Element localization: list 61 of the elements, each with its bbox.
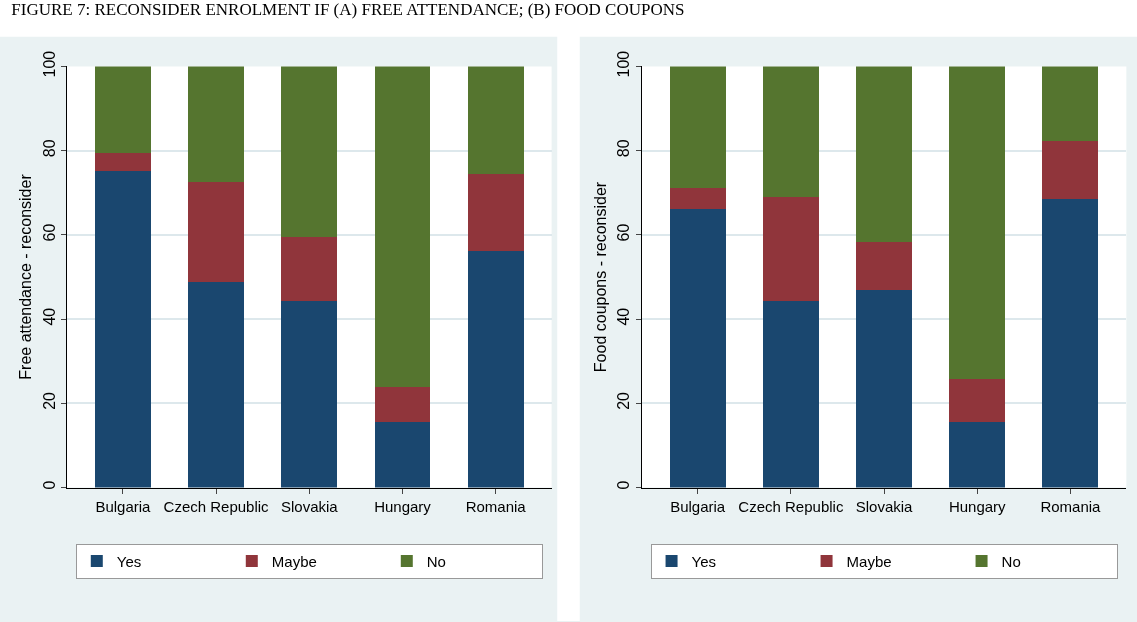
y-tick-label: 0: [40, 480, 58, 490]
bar: [188, 66, 245, 183]
y-tick-label: 0: [615, 480, 633, 490]
y-tick-label: 80: [615, 139, 633, 158]
bar: [188, 281, 245, 488]
x-tick-label: Bulgaria: [670, 497, 726, 515]
bar: [467, 251, 524, 488]
bar: [374, 422, 431, 488]
y-tick-label: 60: [615, 223, 633, 242]
bar: [374, 66, 431, 388]
y-tick-label: 40: [615, 307, 633, 326]
bar: [949, 66, 1006, 380]
bar: [94, 170, 151, 488]
x-tick-label: Hungary: [948, 497, 1007, 515]
y-axis-title: Food coupons - reconsider: [592, 181, 610, 373]
bar: [762, 66, 819, 198]
bar: [762, 301, 819, 488]
bar: [762, 197, 819, 302]
y-tick-label: 60: [40, 223, 58, 242]
bar: [856, 66, 913, 243]
legend-label: No: [426, 552, 446, 570]
x-tick-label: Slovakia: [280, 497, 339, 515]
bar: [949, 379, 1006, 423]
bar: [281, 66, 338, 238]
bar: [949, 422, 1006, 488]
legend-label: Yes: [116, 552, 142, 570]
y-tick-label: 100: [615, 50, 633, 78]
x-tick-label: Slovakia: [855, 497, 914, 515]
bar: [467, 66, 524, 175]
bar: [94, 66, 151, 154]
y-tick-label: 20: [40, 391, 58, 410]
x-tick-label: Czech Republic: [163, 497, 270, 515]
bar: [669, 66, 726, 188]
legend-label: No: [1001, 552, 1021, 570]
y-tick-label: 100: [40, 50, 58, 78]
legend-label: Maybe: [271, 552, 317, 570]
x-tick-label: Bulgaria: [95, 497, 152, 515]
legend-label: Yes: [691, 552, 717, 570]
bar: [374, 387, 431, 423]
legend-label: Maybe: [846, 552, 892, 570]
bar: [856, 290, 913, 488]
bar: [856, 242, 913, 291]
bar: [281, 301, 338, 488]
bar: [669, 209, 726, 488]
bar: [281, 237, 338, 302]
bar: [669, 187, 726, 210]
bar: [467, 174, 524, 252]
bar: [1042, 66, 1099, 141]
y-tick-label: 80: [40, 139, 58, 158]
x-tick-label: Hungary: [374, 497, 432, 515]
bar: [94, 153, 151, 171]
bar: [1042, 198, 1099, 488]
chart-title: FIGURE 7: RECONSIDER ENROLMENT IF (A) FREE ATTENDANCE; (B) FOOD COUPONS: [11, 0, 685, 20]
x-tick-label: Romania: [1040, 497, 1102, 515]
x-tick-label: Czech Republic: [738, 497, 844, 515]
x-tick-label: Romania: [465, 497, 527, 515]
y-axis-title: Free attendance - reconsider: [17, 173, 35, 380]
y-tick-label: 40: [40, 307, 58, 326]
y-tick-label: 20: [615, 391, 633, 410]
bar: [188, 182, 245, 282]
bar: [1042, 140, 1099, 199]
